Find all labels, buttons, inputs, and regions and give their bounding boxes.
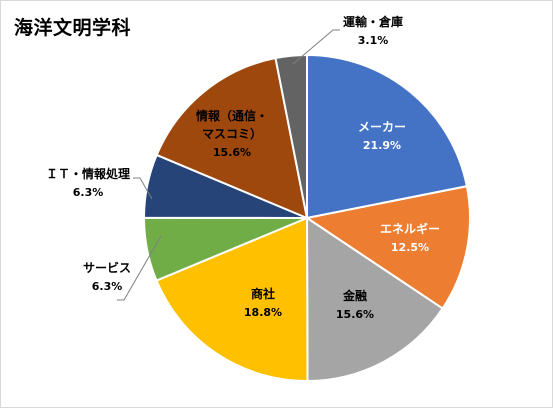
slice-label: ＩＴ・情報処理 — [46, 166, 130, 181]
slice-value-label: 18.8% — [244, 306, 282, 319]
pie-slice — [305, 216, 444, 383]
pie-slice — [304, 185, 471, 310]
pie-slice — [155, 216, 309, 382]
slice-value-label: 15.6% — [336, 308, 374, 321]
leader-line — [133, 177, 153, 200]
slice-label: 商社 — [251, 286, 275, 301]
slice-label: サービス — [83, 260, 131, 275]
slice-value-label: 6.3% — [92, 280, 123, 293]
pie-slice — [306, 53, 469, 220]
slice-value-label: 3.1% — [358, 34, 389, 47]
pie-slice — [274, 53, 308, 219]
slice-label: 金融 — [342, 288, 367, 303]
slice-value-label: 15.6% — [213, 146, 251, 159]
slice-label: エネルギー — [380, 221, 440, 236]
slice-value-label: 21.9% — [363, 139, 401, 152]
slice-value-label: 12.5% — [391, 241, 429, 254]
slice-label: メーカー — [358, 120, 406, 134]
leader-line — [117, 235, 162, 301]
chart-title: 海洋文明学科 — [14, 17, 132, 39]
slice-value-label: 6.3% — [73, 186, 104, 199]
slice-label: マスコミ） — [202, 126, 262, 141]
slice-label: 運輸・倉庫 — [343, 14, 403, 29]
leader-line — [292, 29, 340, 65]
pie-slice — [155, 56, 309, 220]
slice-label: 情報（通信・ — [196, 108, 268, 123]
